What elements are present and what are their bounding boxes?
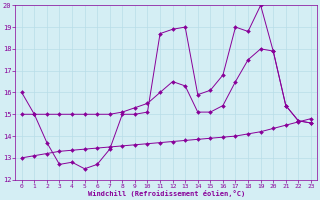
X-axis label: Windchill (Refroidissement éolien,°C): Windchill (Refroidissement éolien,°C) [88,190,245,197]
